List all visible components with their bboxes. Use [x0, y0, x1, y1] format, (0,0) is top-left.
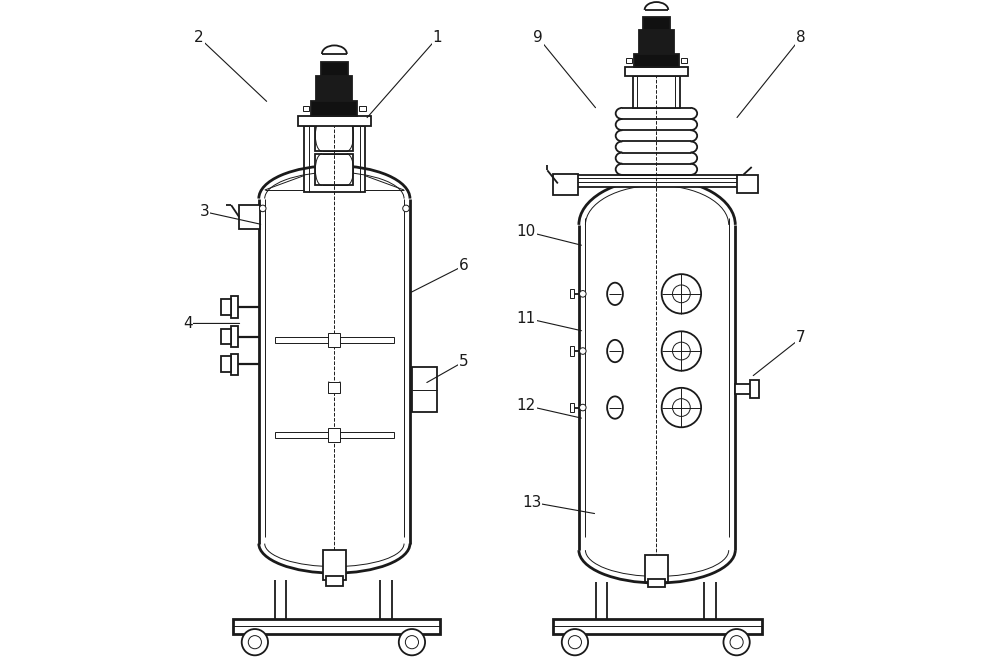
Bar — [231, 354, 238, 375]
Circle shape — [562, 629, 588, 655]
Bar — [625, 67, 688, 77]
Circle shape — [568, 636, 581, 649]
Bar — [737, 175, 758, 193]
Bar — [323, 550, 346, 579]
Bar — [316, 77, 352, 101]
Bar — [231, 326, 238, 347]
Bar — [315, 119, 353, 151]
Circle shape — [580, 290, 586, 297]
Bar — [298, 115, 371, 126]
Bar — [326, 576, 343, 586]
Bar — [634, 54, 679, 67]
Text: 12: 12 — [517, 398, 536, 413]
Bar — [239, 205, 260, 229]
Bar — [570, 346, 574, 356]
Bar — [553, 619, 762, 634]
Circle shape — [580, 405, 586, 411]
Text: 6: 6 — [459, 258, 469, 273]
Bar — [648, 579, 665, 587]
Bar — [626, 58, 632, 63]
Text: 1: 1 — [433, 30, 442, 45]
Circle shape — [248, 636, 261, 649]
Bar — [645, 556, 668, 581]
Circle shape — [259, 205, 266, 212]
Bar — [321, 62, 348, 77]
Bar — [570, 403, 574, 412]
Text: 10: 10 — [517, 224, 536, 239]
Bar — [233, 619, 440, 634]
Text: 3: 3 — [199, 204, 209, 219]
Bar — [639, 30, 674, 54]
Bar — [643, 17, 670, 30]
Bar — [328, 428, 340, 442]
Bar — [221, 299, 231, 315]
Bar — [304, 126, 365, 192]
Bar — [315, 154, 353, 185]
Circle shape — [723, 629, 750, 655]
Circle shape — [405, 636, 419, 649]
Bar — [328, 333, 340, 347]
Bar — [328, 381, 340, 393]
Text: 9: 9 — [533, 30, 543, 45]
Text: 8: 8 — [796, 30, 806, 45]
Text: 4: 4 — [183, 316, 193, 331]
Bar — [231, 296, 238, 317]
Bar — [311, 101, 357, 116]
Text: 7: 7 — [796, 331, 806, 345]
Bar — [735, 384, 751, 395]
Bar — [275, 432, 394, 438]
Bar — [359, 106, 366, 111]
Circle shape — [399, 629, 425, 655]
Text: 11: 11 — [517, 311, 536, 325]
Bar — [412, 368, 437, 412]
Bar — [570, 289, 574, 298]
Bar — [574, 175, 741, 187]
Bar — [750, 380, 759, 399]
Text: 13: 13 — [522, 495, 541, 510]
Circle shape — [242, 629, 268, 655]
Bar — [221, 329, 231, 345]
Text: 2: 2 — [194, 30, 204, 45]
Bar — [553, 174, 578, 195]
Bar — [633, 77, 680, 108]
Circle shape — [403, 205, 409, 212]
Bar — [221, 356, 231, 372]
Bar — [275, 337, 394, 343]
Text: 5: 5 — [459, 354, 469, 369]
Bar — [303, 106, 309, 111]
Bar — [681, 58, 687, 63]
Circle shape — [730, 636, 743, 649]
Circle shape — [580, 348, 586, 354]
